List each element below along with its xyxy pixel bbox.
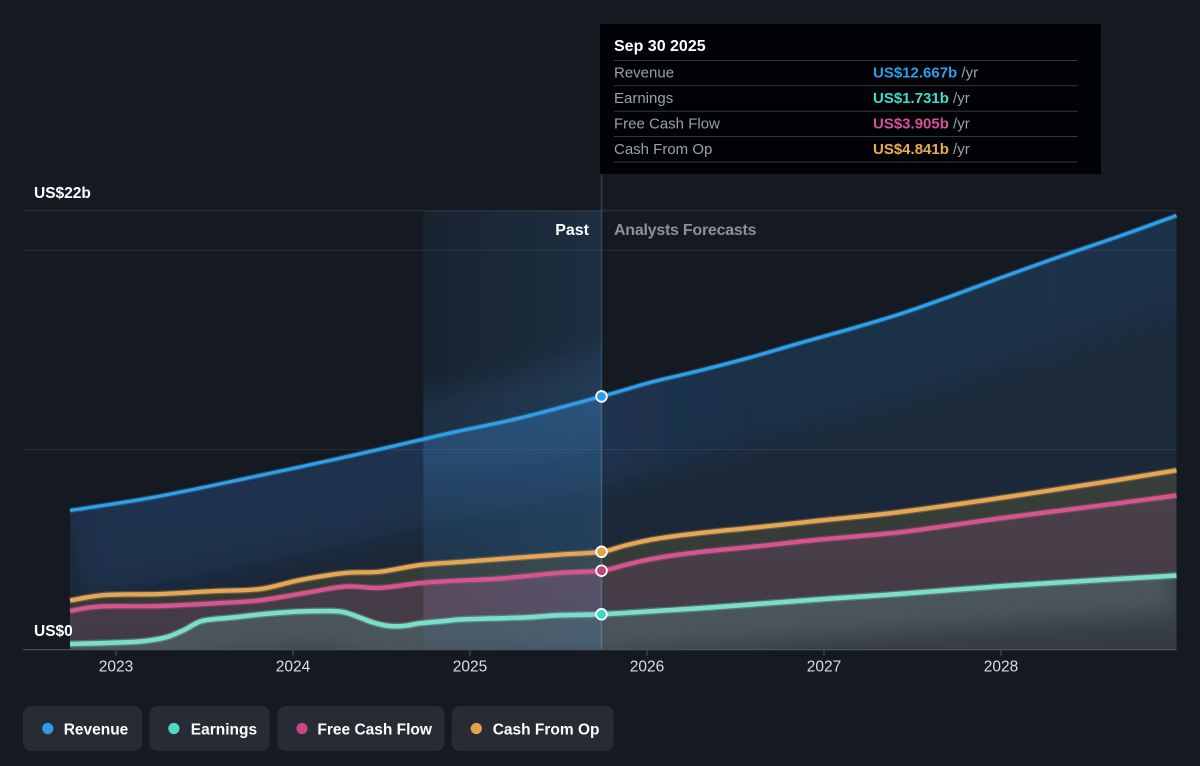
svg-text:US$0: US$0: [34, 623, 73, 640]
svg-text:Earnings: Earnings: [191, 722, 257, 739]
svg-text:Free Cash Flow: Free Cash Flow: [614, 116, 720, 133]
svg-text:Cash From Op: Cash From Op: [614, 141, 712, 158]
svg-text:US$12.667b /yr: US$12.667b /yr: [873, 65, 978, 82]
svg-text:2024: 2024: [276, 659, 311, 676]
svg-text:US$4.841b /yr: US$4.841b /yr: [873, 141, 970, 158]
svg-text:Analysts Forecasts: Analysts Forecasts: [614, 222, 757, 239]
svg-text:Cash From Op: Cash From Op: [493, 722, 600, 739]
svg-text:Sep 30 2025: Sep 30 2025: [614, 38, 706, 55]
svg-text:Revenue: Revenue: [614, 65, 674, 82]
svg-text:Free Cash Flow: Free Cash Flow: [317, 722, 432, 739]
svg-text:US$1.731b /yr: US$1.731b /yr: [873, 90, 970, 107]
svg-text:2026: 2026: [630, 659, 664, 676]
svg-text:2028: 2028: [984, 659, 1018, 676]
svg-text:2025: 2025: [453, 659, 487, 676]
svg-text:Past: Past: [555, 222, 589, 239]
svg-text:Revenue: Revenue: [64, 722, 129, 739]
svg-text:2023: 2023: [99, 659, 133, 676]
svg-text:2027: 2027: [807, 659, 841, 676]
svg-text:Earnings: Earnings: [614, 90, 673, 107]
svg-text:US$3.905b /yr: US$3.905b /yr: [873, 116, 970, 133]
svg-text:US$22b: US$22b: [34, 185, 91, 202]
